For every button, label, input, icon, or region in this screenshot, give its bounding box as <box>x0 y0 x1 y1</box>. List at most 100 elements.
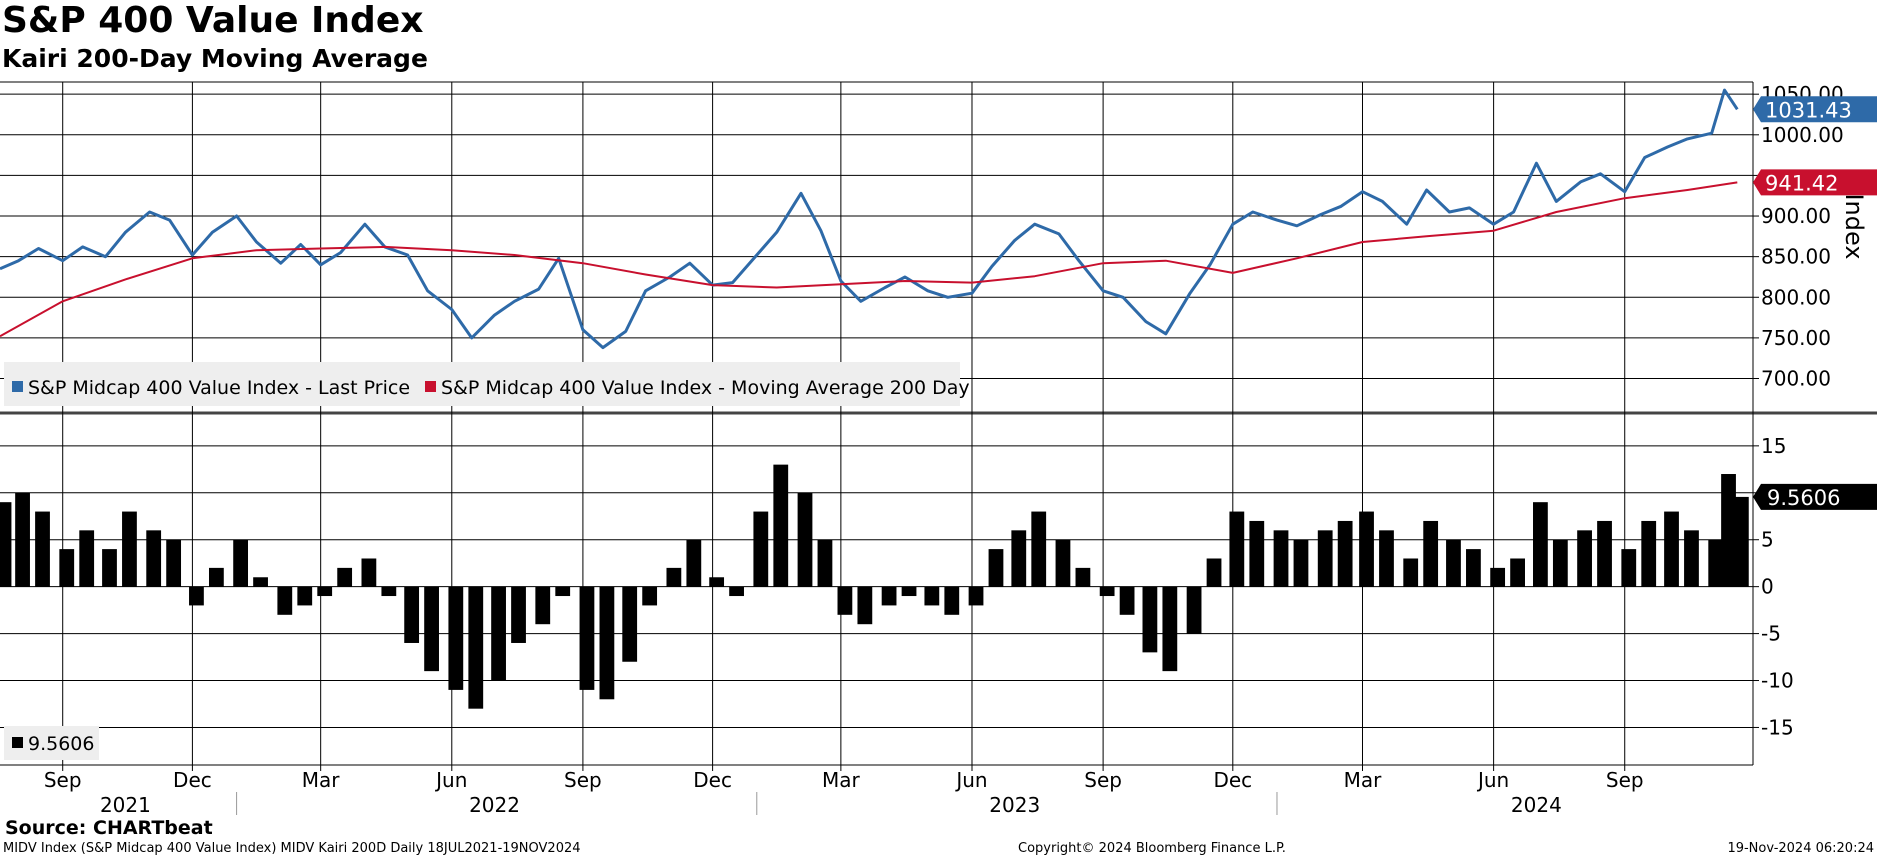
kairi-bar <box>753 511 769 587</box>
kairi-bar <box>59 549 75 587</box>
legend-label-ma: S&P Midcap 400 Value Index - Moving Aver… <box>441 377 970 399</box>
kairi-bar <box>837 586 853 615</box>
kairi-bar <box>797 492 813 587</box>
x-tick-label-year: 2022 <box>469 793 520 815</box>
kairi-bar <box>122 511 137 587</box>
x-tick-label-month: Jun <box>954 768 987 792</box>
kairi-bar <box>817 539 833 587</box>
chart-title: S&P 400 Value Index <box>2 0 424 41</box>
kairi-bar <box>448 586 464 690</box>
kairi-bar <box>686 539 702 587</box>
x-tick-label-year: 2023 <box>989 793 1040 815</box>
kairi-bar <box>317 586 333 597</box>
kairi-bar <box>1641 520 1657 587</box>
kairi-bar <box>35 511 50 587</box>
kairi-bar <box>1708 539 1724 587</box>
x-tick-label-month: Sep <box>44 768 82 792</box>
kairi-bar <box>1359 511 1374 587</box>
kairi-bar <box>297 586 313 606</box>
x-tick-label-month: Jun <box>434 768 467 792</box>
footer-ticker-info: MIDV Index (S&P Midcap 400 Value Index) … <box>3 841 581 856</box>
kairi-bar <box>1186 586 1202 634</box>
last-value-tag-kairi <box>1753 483 1877 510</box>
kairi-bar <box>622 586 638 662</box>
x-tick-label-month: Dec <box>173 768 212 792</box>
x-tick-label-month: Dec <box>1213 768 1252 792</box>
kairi-bar <box>1597 520 1612 587</box>
kairi-bar <box>1119 586 1135 615</box>
kairi-bar <box>0 502 12 587</box>
kairi-bar <box>666 567 682 587</box>
last-value-label-kairi: 9.5606 <box>1767 486 1840 510</box>
upper-y-tick-label: 750.00 <box>1761 326 1831 350</box>
chart-subtitle: Kairi 200-Day Moving Average <box>2 44 428 73</box>
kairi-bar <box>361 558 377 587</box>
kairi-bar <box>1206 558 1222 587</box>
x-tick-label-year: 2024 <box>1511 793 1562 815</box>
x-tick-label-month: Sep <box>1606 768 1644 792</box>
kairi-bar <box>1533 502 1548 587</box>
x-tick-label-month: Sep <box>564 768 602 792</box>
kairi-bar <box>491 586 506 681</box>
kairi-bar <box>424 586 439 672</box>
kairi-bar <box>277 586 293 615</box>
kairi-bar <box>146 530 162 587</box>
kairi-bar <box>1249 520 1265 587</box>
kairi-bar <box>208 567 224 587</box>
kairi-bar <box>511 586 526 643</box>
legend-swatch-ma <box>425 381 436 392</box>
x-tick-label-month: Mar <box>822 768 861 792</box>
kairi-bar <box>1664 511 1679 587</box>
x-tick-label-month: Dec <box>693 768 732 792</box>
series-line-price <box>0 88 1739 350</box>
lower-y-tick-label: -15 <box>1761 715 1794 739</box>
kairi-bar <box>857 586 873 625</box>
kairi-bar <box>1684 530 1699 587</box>
upper-y-tick-label: 800.00 <box>1761 285 1831 309</box>
upper-y-tick-label: 700.00 <box>1761 367 1831 391</box>
upper-y-tick-label: 850.00 <box>1761 245 1831 269</box>
kairi-bar <box>642 586 658 606</box>
kairi-bar <box>1403 558 1419 587</box>
kairi-bar <box>1446 539 1461 587</box>
kairi-bar <box>189 586 204 606</box>
kairi-bar <box>1552 539 1568 587</box>
kairi-bar <box>1490 567 1506 587</box>
legend-label-kairi: 9.5606 <box>28 733 94 755</box>
lower-y-tick-label: 15 <box>1761 434 1786 458</box>
last-value-label-price: 1031.43 <box>1765 98 1852 122</box>
kairi-bar <box>337 567 353 587</box>
kairi-bar <box>535 586 551 625</box>
kairi-bar <box>233 539 249 587</box>
kairi-bar <box>79 530 95 587</box>
kairi-bar <box>1273 530 1289 587</box>
series-line-ma <box>0 181 1738 338</box>
kairi-bar <box>1337 520 1353 587</box>
x-tick-label-month: Mar <box>1344 768 1383 792</box>
kairi-bar <box>381 586 397 597</box>
kairi-bar <box>968 586 984 606</box>
kairi-bar <box>709 577 725 587</box>
kairi-bar <box>1229 511 1245 587</box>
kairi-bar <box>15 492 30 587</box>
kairi-bar <box>881 586 897 606</box>
kairi-bar <box>944 586 960 615</box>
legend-swatch-price <box>12 381 23 392</box>
upper-y-tick-label: 1000.00 <box>1761 123 1844 147</box>
kairi-bar <box>1733 496 1749 587</box>
footer-copyright: Copyright© 2024 Bloomberg Finance L.P. <box>1018 841 1286 856</box>
kairi-bar <box>1423 520 1439 587</box>
kairi-bar <box>599 586 615 700</box>
kairi-bar <box>1577 530 1592 587</box>
x-tick-label-month: Sep <box>1084 768 1122 792</box>
kairi-bar <box>1293 539 1309 587</box>
kairi-bar <box>1721 474 1736 587</box>
kairi-bar <box>579 586 595 690</box>
lower-y-tick-label: -5 <box>1761 622 1781 646</box>
footer-timestamp: 19-Nov-2024 06:20:24 <box>1727 841 1874 856</box>
last-value-label-ma: 941.42 <box>1765 171 1838 195</box>
upper-y-tick-label: 900.00 <box>1761 204 1831 228</box>
kairi-bar <box>1379 530 1394 587</box>
legend-swatch-kairi <box>12 737 23 748</box>
kairi-bar <box>773 464 789 587</box>
